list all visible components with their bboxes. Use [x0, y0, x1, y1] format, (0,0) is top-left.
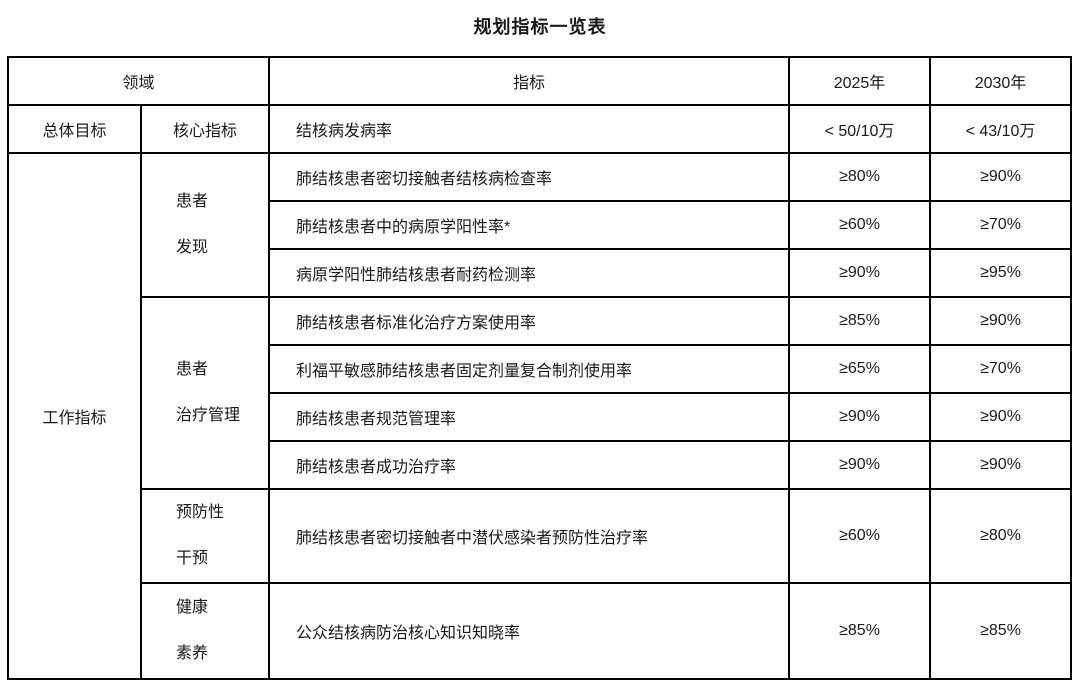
category-label-line: 患者 [176, 361, 209, 378]
page-title: 规划指标一览表 [473, 17, 607, 37]
target-2025-cell: ≥85% [788, 582, 932, 680]
table-row: 利福平敏感肺结核患者固定剂量复合制剂使用率 ≥65% ≥70% [8, 344, 1073, 394]
table-row: 工作指标 患者 发现 肺结核患者密切接触者结核病检查率 ≥80% ≥90% [7, 152, 1073, 680]
target-2030-cell: ≥70% [929, 200, 1073, 250]
category-label-line: 治疗管理 [176, 407, 241, 424]
target-2025-cell: < 50/10万 [788, 104, 932, 154]
target-2030-cell: ≥90% [929, 152, 1073, 202]
target-2025-cell: ≥90% [788, 248, 932, 298]
indicator-cell: 病原学阳性肺结核患者耐药检测率 [268, 248, 791, 298]
domain-cell-overall: 总体目标 [7, 104, 142, 154]
target-2025-cell: ≥60% [788, 488, 932, 584]
indicator-cell: 利福平敏感肺结核患者固定剂量复合制剂使用率 [268, 344, 791, 394]
target-2030-cell: ≥90% [929, 296, 1073, 346]
indicator-cell: 肺结核患者密切接触者结核病检查率 [268, 152, 791, 202]
category-label-line: 预防性 [176, 504, 225, 521]
indicator-cell: 肺结核患者中的病原学阳性率* [268, 200, 791, 250]
table-row: 肺结核患者规范管理率 ≥90% ≥90% [8, 392, 1073, 442]
table-row: 患者 治疗管理 肺结核患者标准化治疗方案使用率 ≥85% ≥90% [8, 296, 1073, 490]
target-2030-cell: ≥90% [929, 392, 1073, 442]
table-row-overall-goal: 总体目标 核心指标 结核病发病率 < 50/10万 < 43/10万 [7, 104, 1073, 154]
table-row: 肺结核患者成功治疗率 ≥90% ≥90% [8, 440, 1073, 490]
domain-cell-work: 工作指标 [7, 152, 142, 680]
category-cell-core: 核心指标 [139, 104, 271, 154]
column-header-2030: 2030年 [929, 56, 1073, 106]
category-cell-preventive-intervention: 预防性 干预 [139, 488, 271, 584]
category-label-line: 素养 [176, 645, 209, 662]
table-row: 健康 素养 公众结核病防治核心知识知晓率 ≥85% ≥85% [8, 582, 1073, 680]
indicator-cell: 肺结核患者规范管理率 [268, 392, 791, 442]
column-header-indicator: 指标 [268, 56, 791, 106]
target-2025-cell: ≥90% [788, 440, 932, 490]
table-header-row: 领域 指标 2025年 2030年 [6, 56, 1073, 106]
target-2025-cell: ≥90% [788, 392, 932, 442]
indicator-cell: 肺结核患者标准化治疗方案使用率 [268, 296, 791, 346]
table-row: 肺结核患者中的病原学阳性率* ≥60% ≥70% [8, 200, 1073, 250]
target-2025-cell: ≥85% [788, 296, 932, 346]
table-row: 预防性 干预 肺结核患者密切接触者中潜伏感染者预防性治疗率 ≥60% ≥80% [8, 488, 1073, 584]
category-label-line: 健康 [176, 599, 209, 616]
category-label-line: 干预 [176, 550, 209, 567]
column-header-2025: 2025年 [788, 56, 932, 106]
target-2030-cell: ≥80% [929, 488, 1073, 584]
target-2030-cell: ≥95% [929, 248, 1073, 298]
target-2025-cell: ≥60% [788, 200, 932, 250]
category-label-line: 患者 [176, 193, 209, 210]
target-2025-cell: ≥65% [788, 344, 932, 394]
target-2030-cell: ≥85% [929, 582, 1073, 680]
indicator-cell: 肺结核患者成功治疗率 [268, 440, 791, 490]
target-2030-cell: < 43/10万 [929, 104, 1073, 154]
column-header-domain: 领域 [6, 56, 271, 106]
category-label-line: 发现 [176, 239, 209, 256]
category-cell-treatment-management: 患者 治疗管理 [139, 296, 271, 490]
table-row: 病原学阳性肺结核患者耐药检测率 ≥90% ≥95% [8, 248, 1073, 298]
target-2025-cell: ≥80% [788, 152, 932, 202]
target-2030-cell: ≥70% [929, 344, 1073, 394]
target-2030-cell: ≥90% [929, 440, 1073, 490]
category-cell-health-literacy: 健康 素养 [139, 582, 271, 680]
category-cell-patient-detection: 患者 发现 [139, 152, 271, 298]
indicator-cell: 肺结核患者密切接触者中潜伏感染者预防性治疗率 [268, 488, 791, 584]
indicator-cell: 结核病发病率 [268, 104, 791, 154]
indicator-cell: 公众结核病防治核心知识知晓率 [268, 582, 791, 680]
indicators-table: 领域 指标 2025年 2030年 总体目标 核心指标 结核病发病率 < 50/… [6, 56, 1073, 680]
